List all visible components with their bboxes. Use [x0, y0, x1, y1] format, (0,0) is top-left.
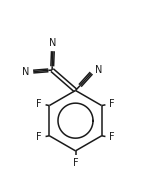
Text: F: F: [36, 99, 42, 109]
Text: F: F: [36, 132, 42, 142]
Text: F: F: [109, 99, 115, 109]
Text: F: F: [73, 158, 78, 168]
Text: N: N: [95, 65, 102, 75]
Text: N: N: [22, 67, 30, 77]
Text: F: F: [109, 132, 115, 142]
Text: N: N: [49, 38, 56, 48]
